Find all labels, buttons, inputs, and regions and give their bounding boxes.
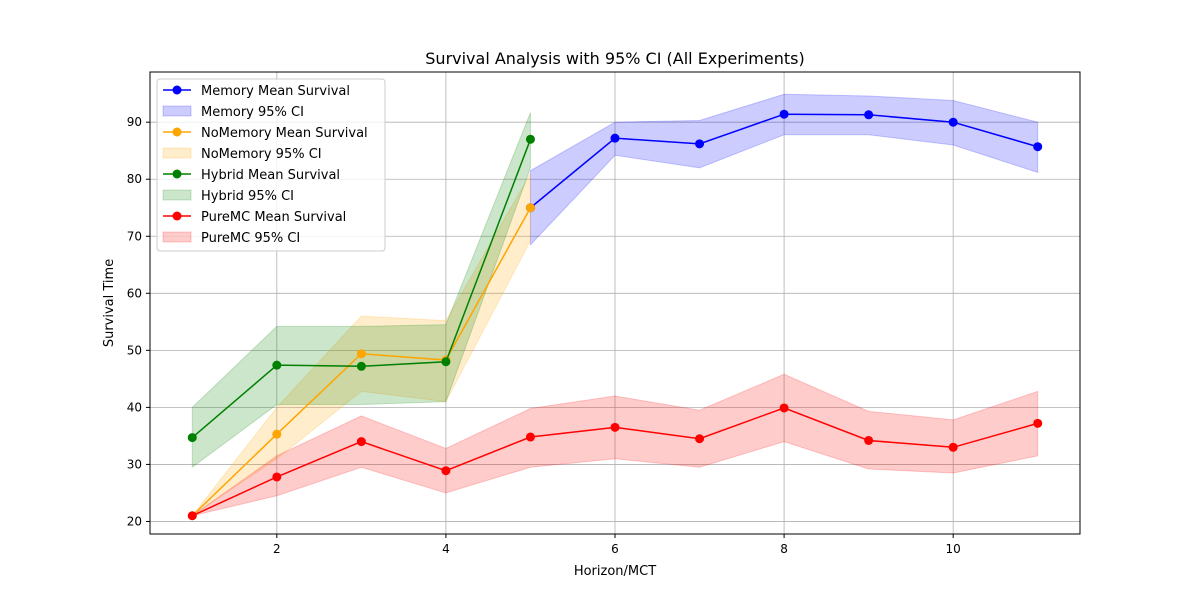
y-tick-label: 90 <box>127 115 142 129</box>
legend-swatch-marker <box>172 169 182 179</box>
puremc-mean-survival-point <box>441 466 451 476</box>
puremc-mean-survival-point <box>1033 418 1043 428</box>
puremc-mean-survival-point <box>695 434 705 444</box>
y-tick-label: 40 <box>127 400 142 414</box>
hybrid-mean-survival-point <box>187 433 197 443</box>
legend-label: PureMC 95% CI <box>201 231 300 246</box>
y-tick-label: 80 <box>127 172 142 186</box>
nomemory-mean-survival-point <box>356 349 366 359</box>
legend: Memory Mean Survival Memory 95% CI NoMemor… <box>156 78 386 252</box>
y-tick-label: 70 <box>127 229 142 243</box>
legend-swatch-band <box>162 189 192 201</box>
legend-label: Hybrid 95% CI <box>201 189 294 204</box>
memory-mean-survival-point <box>610 133 620 143</box>
y-axis-label: Survival Time <box>102 259 117 347</box>
y-tick-label: 60 <box>127 286 142 300</box>
legend-swatch-band <box>162 105 192 117</box>
puremc-mean-survival-point <box>356 437 366 447</box>
legend-label: PureMC Mean Survival <box>201 210 346 225</box>
hybrid-mean-survival-point <box>356 361 366 371</box>
legend-box <box>156 78 386 252</box>
legend-label: Memory Mean Survival <box>201 84 350 99</box>
legend-swatch-marker <box>172 211 182 221</box>
puremc-mean-survival-point <box>525 432 535 442</box>
hybrid-mean-survival-point <box>272 360 282 370</box>
memory-mean-survival-point <box>1033 142 1043 152</box>
puremc-mean-survival-point <box>187 511 197 521</box>
legend-swatch-band <box>162 147 192 159</box>
x-tick-label: 8 <box>780 542 788 556</box>
memory-mean-survival-point <box>864 110 874 120</box>
y-tick-label: 50 <box>127 343 142 357</box>
memory-mean-survival-point <box>948 117 958 127</box>
puremc-mean-survival-point <box>610 422 620 432</box>
memory-95-ci-band <box>529 93 1039 247</box>
memory-mean-survival-point <box>779 109 789 119</box>
legend-label: Memory 95% CI <box>201 105 304 120</box>
legend-label: Hybrid Mean Survival <box>201 168 340 183</box>
legend-swatch-marker <box>172 127 182 137</box>
puremc-mean-survival-point <box>272 472 282 482</box>
hybrid-mean-survival-point <box>441 357 451 367</box>
legend-swatch-marker <box>172 85 182 95</box>
legend-label: NoMemory 95% CI <box>201 147 322 162</box>
legend-swatch-band <box>162 231 192 243</box>
puremc-mean-survival-point <box>864 435 874 445</box>
x-tick-label: 4 <box>442 542 450 556</box>
nomemory-mean-survival-point <box>525 203 535 213</box>
memory-mean-survival-point <box>695 139 705 149</box>
hybrid-mean-survival-point <box>525 134 535 144</box>
y-tick-label: 20 <box>127 514 142 528</box>
x-tick-label: 6 <box>611 542 619 556</box>
chart-title: Survival Analysis with 95% CI (All Exper… <box>425 49 804 68</box>
axis-ticks: 2 4 6 8 10 20 30 40 50 60 70 80 90 <box>127 115 961 556</box>
x-tick-label: 10 <box>946 542 961 556</box>
legend-label: NoMemory Mean Survival <box>201 126 368 141</box>
puremc-mean-survival-point <box>948 442 958 452</box>
x-axis-label: Horizon/MCT <box>574 564 656 579</box>
puremc-mean-survival-point <box>779 403 789 413</box>
y-tick-label: 30 <box>127 457 142 471</box>
mean-lines <box>187 109 1043 521</box>
x-tick-label: 2 <box>273 542 281 556</box>
hybrid-95-ci-band <box>191 112 531 469</box>
nomemory-mean-survival-point <box>272 429 282 439</box>
